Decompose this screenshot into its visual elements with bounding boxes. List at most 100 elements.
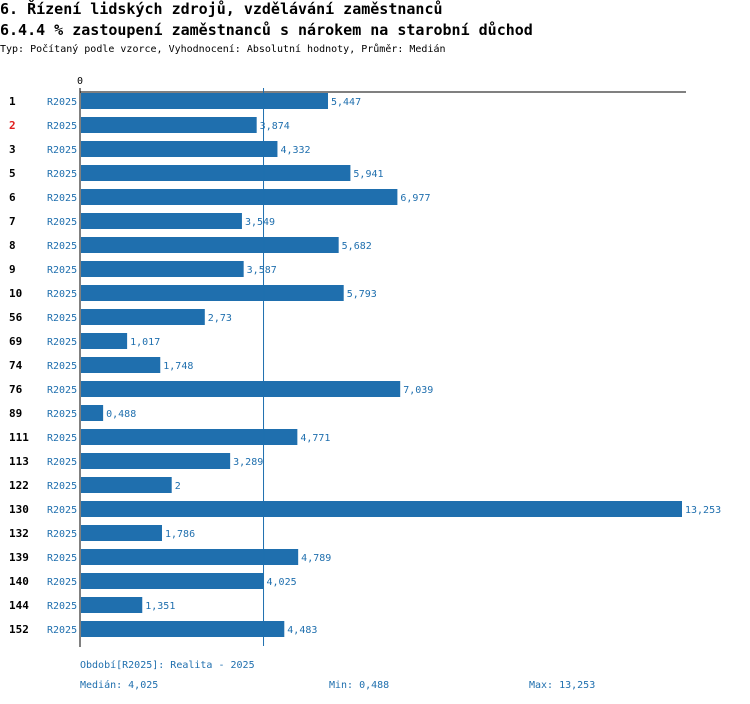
category-label: 69 — [9, 335, 22, 348]
data-label: 4,332 — [280, 145, 310, 156]
bar — [81, 285, 344, 301]
category-label: 8 — [9, 239, 16, 252]
data-label: 3,289 — [233, 457, 263, 468]
bar — [81, 405, 104, 421]
bar — [81, 237, 339, 253]
bar — [81, 429, 298, 445]
series-label: R2025 — [47, 625, 77, 636]
series-label: R2025 — [47, 97, 77, 108]
series-label: R2025 — [47, 577, 77, 588]
data-label: 4,025 — [267, 577, 297, 588]
bar — [81, 501, 682, 517]
data-label: 4,789 — [301, 553, 331, 564]
x-axis-zero-label: 0 — [77, 76, 83, 87]
series-label: R2025 — [47, 553, 77, 564]
series-label: R2025 — [47, 169, 77, 180]
footer-max: Max: 13,253 — [529, 680, 596, 691]
category-label: 74 — [9, 359, 23, 372]
category-label: 76 — [9, 383, 23, 396]
data-label: 2,73 — [208, 313, 232, 324]
category-label: 144 — [9, 599, 29, 612]
category-label: 130 — [9, 503, 29, 516]
category-label: 1 — [9, 95, 16, 108]
category-label: 56 — [9, 311, 23, 324]
bar — [81, 141, 278, 157]
data-label: 0,488 — [106, 409, 136, 420]
series-label: R2025 — [47, 217, 77, 228]
category-label: 132 — [9, 527, 29, 540]
data-label: 4,771 — [300, 433, 330, 444]
series-label: R2025 — [47, 313, 77, 324]
bar — [81, 549, 299, 565]
bar — [81, 189, 398, 205]
bar — [81, 573, 264, 589]
category-label: 113 — [9, 455, 29, 468]
data-label: 5,941 — [353, 169, 383, 180]
bar — [81, 453, 231, 469]
category-label: 111 — [9, 431, 29, 444]
series-label: R2025 — [47, 529, 77, 540]
category-label: 6 — [9, 191, 16, 204]
series-label: R2025 — [47, 289, 77, 300]
category-label: 139 — [9, 551, 29, 564]
category-label: 152 — [9, 623, 29, 636]
bar — [81, 525, 162, 541]
series-label: R2025 — [47, 505, 77, 516]
data-label: 5,447 — [331, 97, 361, 108]
data-label: 5,793 — [347, 289, 377, 300]
footer-median: Medián: 4,025 — [80, 680, 159, 691]
bar — [81, 357, 161, 373]
series-label: R2025 — [47, 193, 77, 204]
category-label: 2 — [9, 119, 16, 132]
bar — [81, 165, 351, 181]
bar — [81, 309, 205, 325]
bar — [81, 333, 128, 349]
bar — [81, 477, 172, 493]
data-label: 7,039 — [403, 385, 433, 396]
data-label: 5,682 — [342, 241, 372, 252]
data-label: 3,549 — [245, 217, 275, 228]
series-label: R2025 — [47, 385, 77, 396]
bar — [81, 213, 242, 229]
category-label: 89 — [9, 407, 22, 420]
category-label: 10 — [9, 287, 22, 300]
series-label: R2025 — [47, 241, 77, 252]
series-label: R2025 — [47, 337, 77, 348]
bar — [81, 93, 329, 109]
bar — [81, 117, 257, 133]
data-label: 3,874 — [260, 121, 290, 132]
data-label: 6,977 — [400, 193, 430, 204]
bar — [81, 261, 244, 277]
data-label: 4,483 — [287, 625, 317, 636]
category-label: 3 — [9, 143, 16, 156]
bar — [81, 621, 285, 637]
data-label: 13,253 — [685, 505, 721, 516]
data-label: 1,786 — [165, 529, 195, 540]
series-label: R2025 — [47, 145, 77, 156]
data-label: 1,351 — [145, 601, 175, 612]
chart-title: 6.4.4 % zastoupení zaměstnanců s nárokem… — [0, 21, 533, 39]
bar — [81, 597, 143, 613]
category-label: 122 — [9, 479, 29, 492]
data-label: 2 — [175, 481, 181, 492]
series-label: R2025 — [47, 601, 77, 612]
series-label: R2025 — [47, 457, 77, 468]
data-label: 3,587 — [247, 265, 277, 276]
data-label: 1,017 — [130, 337, 160, 348]
series-label: R2025 — [47, 361, 77, 372]
category-label: 140 — [9, 575, 29, 588]
footer-min: Min: 0,488 — [329, 680, 390, 691]
series-label: R2025 — [47, 265, 77, 276]
series-label: R2025 — [47, 121, 77, 132]
category-label: 9 — [9, 263, 16, 276]
category-label: 7 — [9, 215, 16, 228]
data-label: 1,748 — [163, 361, 193, 372]
bar — [81, 381, 401, 397]
series-label: R2025 — [47, 433, 77, 444]
series-label: R2025 — [47, 409, 77, 420]
page-title: 6. Řízení lidských zdrojů, vzdělávání za… — [0, 0, 443, 18]
series-label: R2025 — [47, 481, 77, 492]
footer-period: Období[R2025]: Realita - 2025 — [80, 660, 255, 671]
category-label: 5 — [9, 167, 16, 180]
